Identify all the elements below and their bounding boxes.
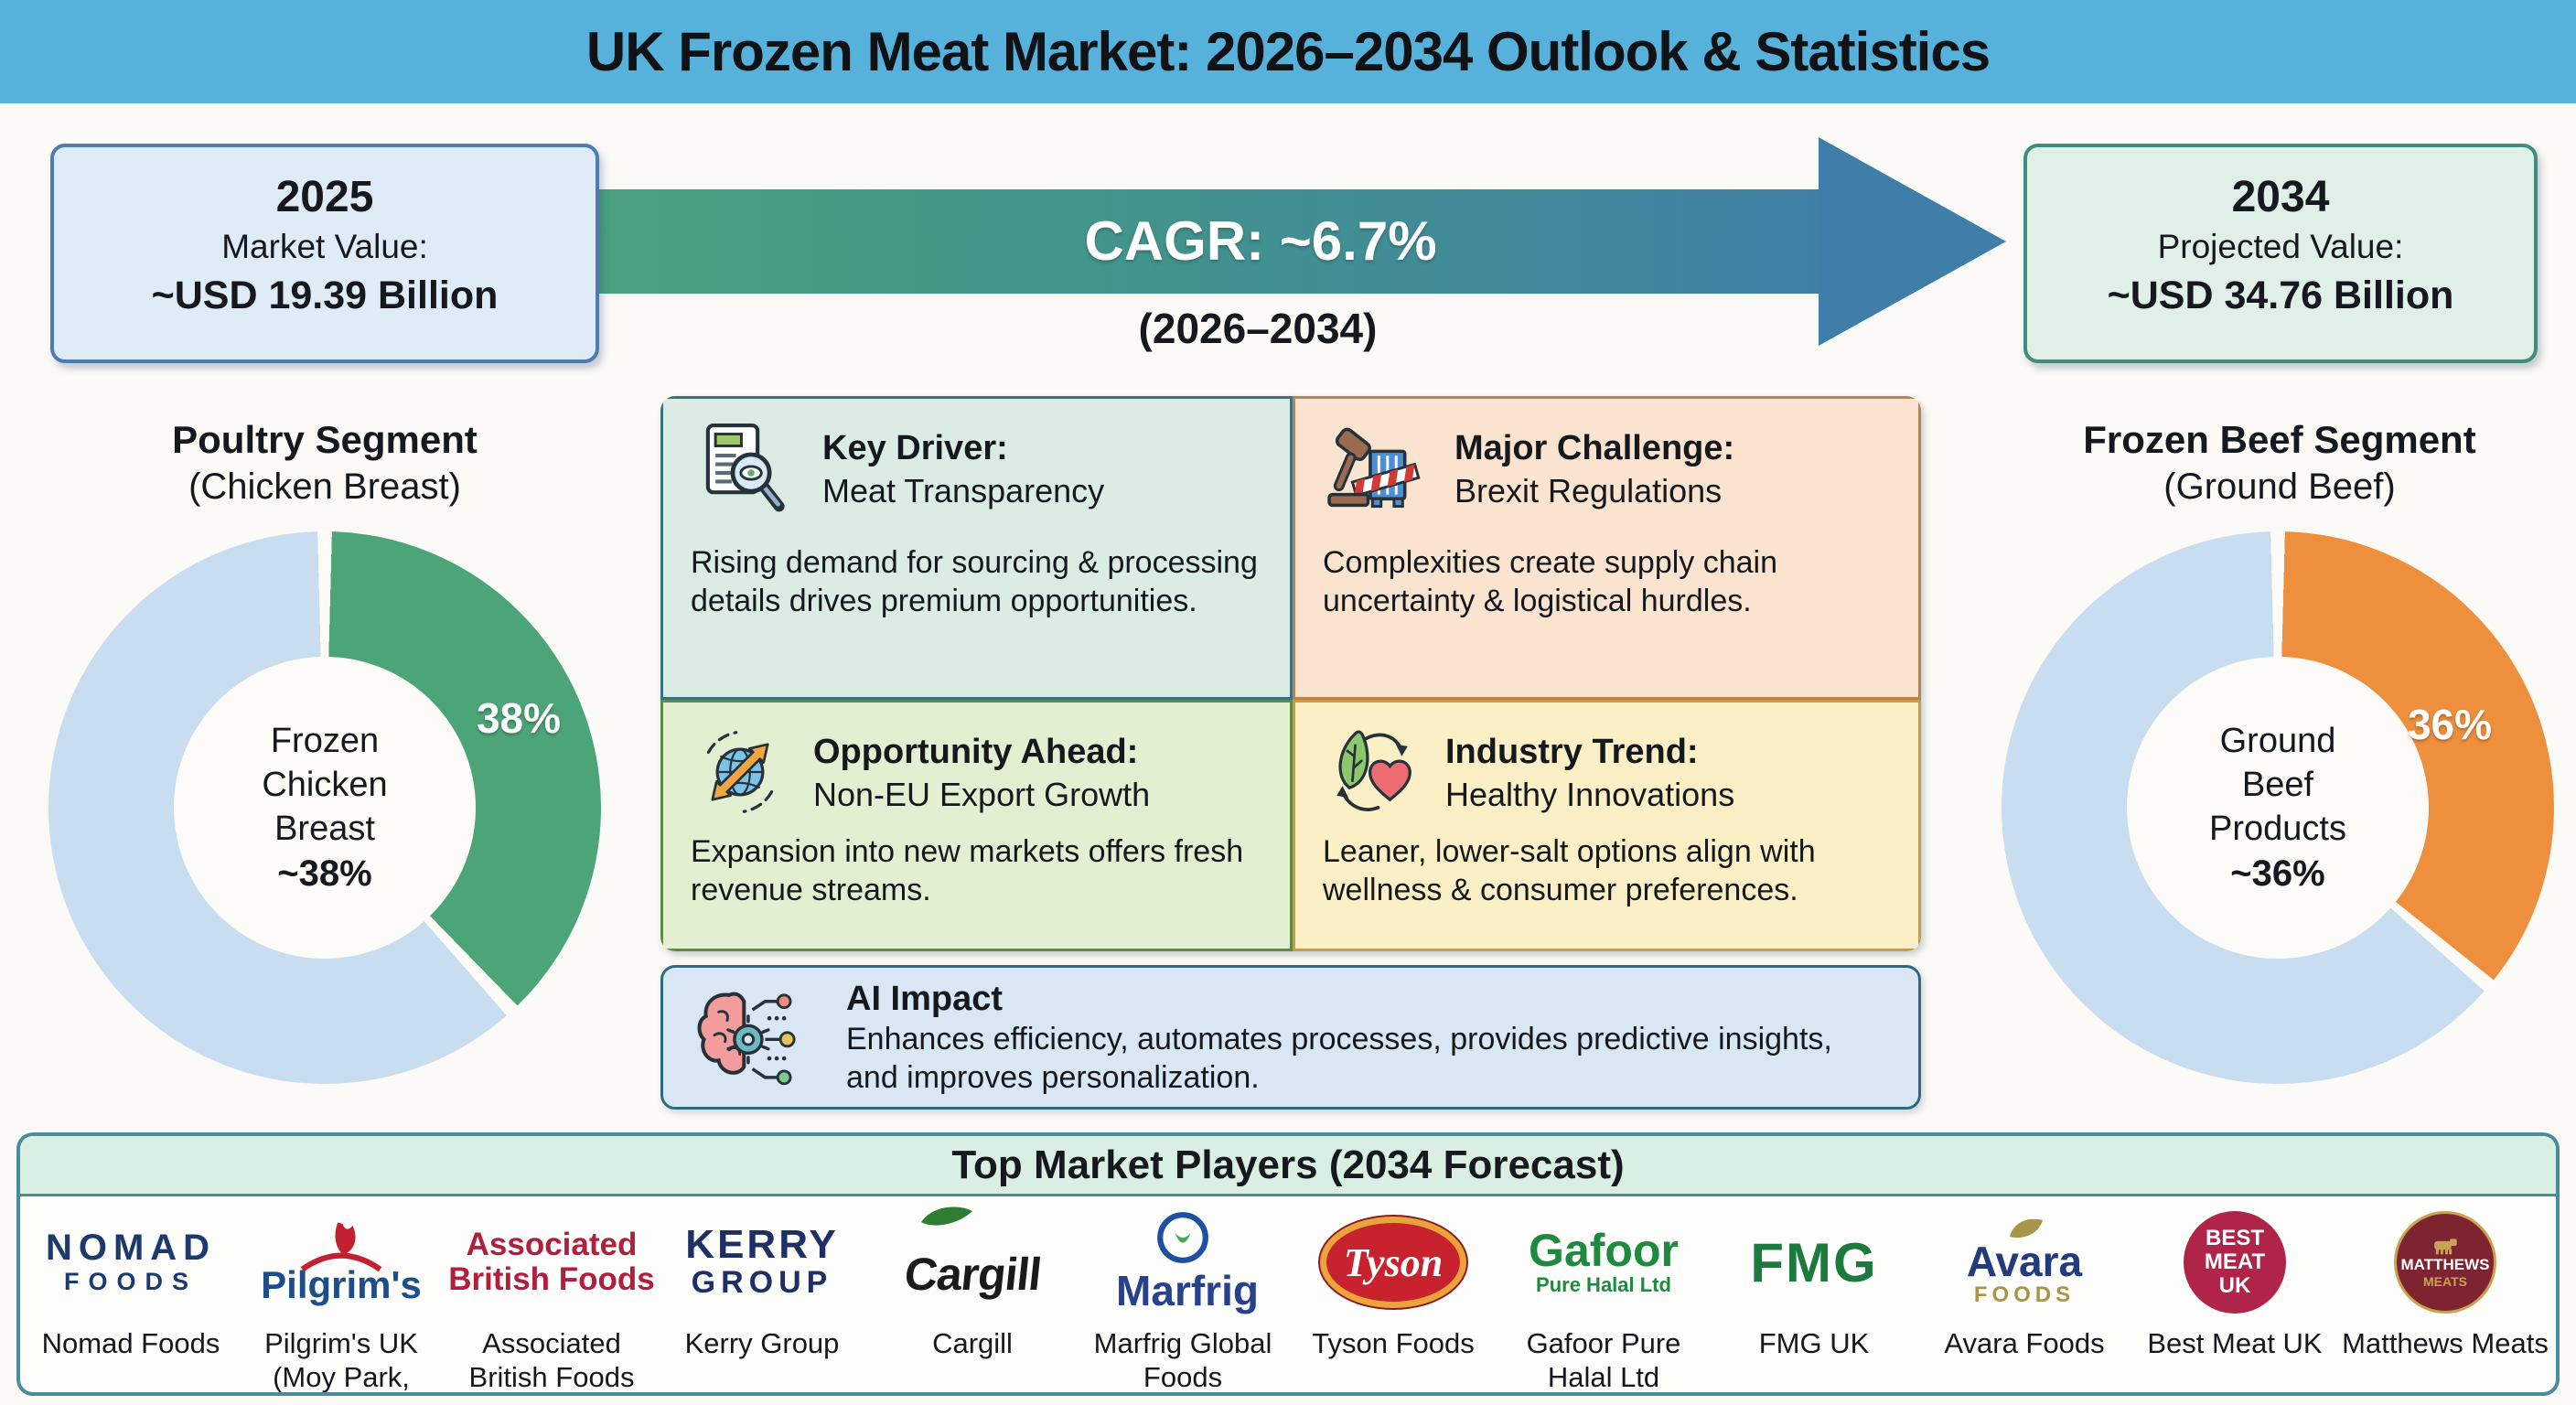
beef-subtitle: (Ground Beef) [2163, 467, 2396, 507]
ai-impact-title: AI Impact [846, 980, 1004, 1018]
top-market-players-panel: Top Market Players (2034 Forecast) NOMAD… [16, 1132, 2560, 1396]
beef-donut-chart: Ground Beef Products ~36% 36% [2002, 531, 2554, 1084]
poultry-donut-chart: Frozen Chicken Breast ~38% 38% [48, 531, 601, 1084]
player-label: FMG UK [1758, 1327, 1870, 1359]
globe-arrows-icon [706, 731, 774, 813]
growth-arrow-head-icon [1819, 137, 2006, 346]
player-label: Tyson Foods [1312, 1327, 1475, 1359]
player-label: Matthews Meats [2342, 1327, 2549, 1359]
cagr-value: CAGR: ~6.7% [1084, 210, 1437, 272]
key-driver-title: Key Driver: [822, 429, 1008, 467]
player-gafoor: Gafoor Pure Halal Ltd Gafoor Pure Halal … [1498, 1204, 1709, 1393]
beef-center-label: Ground Beef Products [2209, 722, 2346, 848]
player-label: Gafoor Pure Halal Ltd [1526, 1327, 1681, 1393]
ai-impact-body: Enhances efficiency, automates processes… [846, 1022, 1832, 1095]
projected-value-2034-box: 2034 Projected Value: ~USD 34.76 Billion [2023, 144, 2538, 363]
cargill-leaf-icon [920, 1207, 972, 1226]
player-kerry-group: KERRY GROUP Kerry Group [657, 1204, 867, 1392]
major-challenge-subtitle: Brexit Regulations [1454, 472, 1723, 509]
beef-donut-center: Ground Beef Products ~36% [2127, 657, 2429, 959]
end-value: ~USD 34.76 Billion [2107, 273, 2454, 317]
player-label: Nomad Foods [41, 1327, 220, 1359]
player-label: Associated British Foods [468, 1327, 635, 1393]
poultry-subtitle: (Chicken Breast) [188, 467, 461, 507]
player-cargill: Cargill Cargill [867, 1204, 1078, 1392]
players-row: NOMAD FOODS Nomad Foods Pilgrim's Pilgri… [20, 1196, 2556, 1393]
poultry-center-label: Frozen Chicken Breast [262, 722, 388, 848]
poultry-donut-center: Frozen Chicken Breast ~38% [174, 657, 476, 959]
leaf-heart-icon [1336, 730, 1411, 811]
player-associated-british-foods: Associated British Foods Associated Brit… [446, 1204, 657, 1393]
players-header: Top Market Players (2034 Forecast) [20, 1136, 2556, 1196]
best-meat-uk-logo: BEST MEAT UK [2184, 1211, 2286, 1314]
ai-brain-icon [697, 992, 796, 1086]
matthews-meats-logo: MATTHEWS MEATS [2394, 1211, 2496, 1314]
player-label: Pilgrim's UK (Moy Park, Tulip) [264, 1327, 418, 1393]
abf-logo: Associated British Foods [448, 1227, 655, 1297]
gafoor-logo: Gafoor Pure Halal Ltd [1529, 1225, 1679, 1296]
cow-icon [2434, 1238, 2457, 1254]
end-label: Projected Value: [2157, 228, 2404, 265]
player-matthews-meats: MATTHEWS MEATS Matthews Meats [2340, 1204, 2550, 1392]
cagr-period: (2026–2034) [1138, 305, 1378, 352]
beef-title: Frozen Beef Segment [2083, 418, 2476, 461]
ai-impact-card: AI Impact Enhances efficiency, automates… [660, 965, 1921, 1110]
pilgrims-rooster-icon [300, 1222, 382, 1272]
page-title: UK Frozen Meat Market: 2026–2034 Outlook… [585, 21, 1991, 82]
key-driver-subtitle: Meat Transparency [822, 472, 1105, 509]
opportunity-card: Opportunity Ahead: Non-EU Export Growth … [660, 700, 1293, 951]
avara-leaf-icon [2009, 1218, 2043, 1239]
key-driver-body: Rising demand for sourcing & processing … [691, 545, 1258, 618]
document-magnifier-icon [705, 424, 785, 512]
poultry-slice-label: 38% [476, 694, 562, 742]
marfrig-logo: Marfrig [1107, 1204, 1259, 1321]
player-pilgrims-uk: Pilgrim's Pilgrim's UK (Moy Park, Tulip) [236, 1204, 446, 1393]
poultry-center-pct: ~38% [277, 853, 372, 894]
major-challenge-card: Major Challenge: Brexit Regulations Comp… [1293, 396, 1921, 700]
avara-logo: Avara FOODS [1967, 1204, 2082, 1321]
market-value-2025-box: 2025 Market Value: ~USD 19.39 Billion [50, 144, 599, 363]
gavel-trade-icon [1327, 427, 1421, 509]
beef-center-pct: ~36% [2230, 853, 2325, 894]
opportunity-body: Expansion into new markets offers fresh … [691, 834, 1244, 907]
start-year: 2025 [275, 173, 374, 221]
player-marfrig: Marfrig Marfrig Global Foods [1078, 1204, 1288, 1393]
start-label: Market Value: [221, 228, 428, 265]
player-nomad-foods: NOMAD FOODS Nomad Foods [26, 1204, 236, 1392]
cargill-logo: Cargill [902, 1204, 1043, 1321]
player-label: Kerry Group [684, 1327, 840, 1359]
player-label: Marfrig Global Foods [1093, 1327, 1272, 1393]
player-label: Best Meat UK [2147, 1327, 2323, 1359]
opportunity-subtitle: Non-EU Export Growth [813, 776, 1151, 813]
poultry-segment-header: Poultry Segment (Chicken Breast) [23, 416, 627, 509]
major-challenge-title: Major Challenge: [1454, 429, 1735, 467]
industry-trend-subtitle: Healthy Innovations [1445, 776, 1735, 813]
poultry-title: Poultry Segment [172, 418, 478, 461]
player-tyson-foods: Tyson Tyson Foods [1288, 1204, 1498, 1392]
pilgrims-logo: Pilgrim's [261, 1204, 422, 1321]
player-label: Avara Foods [1944, 1327, 2105, 1359]
beef-slice-label: 36% [2407, 701, 2493, 748]
beef-segment-header: Frozen Beef Segment (Ground Beef) [1978, 416, 2576, 509]
insight-cards-grid: Key Driver: Meat Transparency Rising dem… [660, 396, 1921, 951]
player-label: Cargill [932, 1327, 1013, 1359]
start-value: ~USD 19.39 Billion [151, 273, 499, 317]
tyson-logo: Tyson [1320, 1217, 1466, 1308]
industry-trend-card: Industry Trend: Healthy Innovations Lean… [1293, 700, 1921, 951]
title-bar: UK Frozen Meat Market: 2026–2034 Outlook… [0, 0, 2576, 103]
industry-trend-title: Industry Trend: [1445, 733, 1699, 771]
opportunity-title: Opportunity Ahead: [813, 733, 1139, 771]
player-best-meat-uk: BEST MEAT UK Best Meat UK [2130, 1204, 2340, 1392]
end-year: 2034 [2231, 173, 2330, 221]
kerry-group-logo: KERRY GROUP [685, 1222, 839, 1301]
major-challenge-body: Complexities create supply chain uncerta… [1323, 545, 1778, 618]
player-avara-foods: Avara FOODS Avara Foods [1919, 1204, 2130, 1392]
industry-trend-body: Leaner, lower-salt options align with we… [1323, 834, 1816, 907]
player-fmg-uk: FMG FMG UK [1709, 1204, 1919, 1392]
key-driver-card: Key Driver: Meat Transparency Rising dem… [660, 396, 1293, 700]
fmg-logo: FMG [1750, 1231, 1878, 1293]
nomad-foods-logo: NOMAD FOODS [45, 1228, 217, 1295]
marfrig-icon [1157, 1212, 1208, 1263]
